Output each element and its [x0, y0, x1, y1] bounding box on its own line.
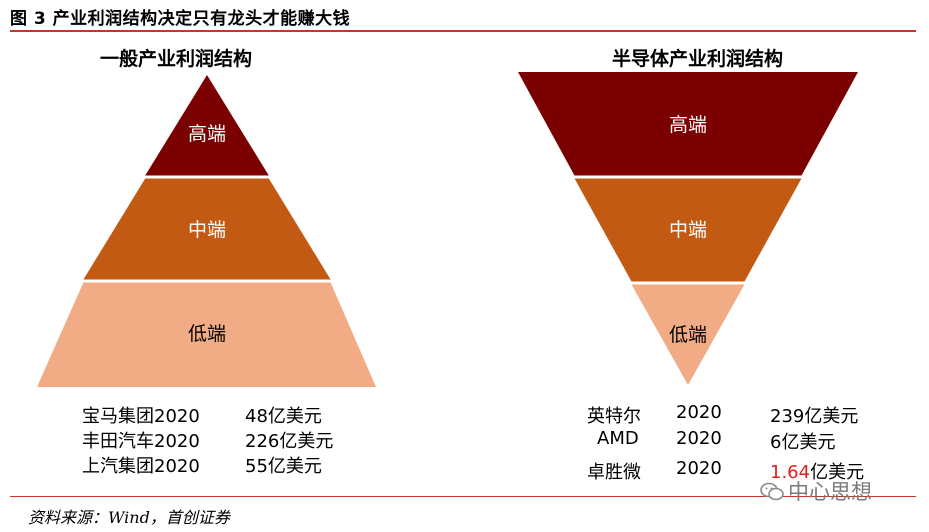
left-row-value: 48亿美元 — [245, 406, 322, 427]
left-pyramid-low-tier — [37, 282, 376, 387]
watermark: 中心思想 — [760, 476, 872, 506]
right-tier-label-high: 高端 — [669, 114, 707, 136]
left-tier-label-low: 低端 — [188, 323, 226, 345]
right-row-company: 英特尔 — [587, 406, 641, 427]
chat-bubble-icon — [760, 482, 784, 501]
right-row-value: 239亿美元 — [770, 406, 859, 427]
right-row-year: 2020 — [676, 458, 722, 479]
right-row-company: 卓胜微 — [587, 462, 641, 483]
right-tier-label-mid: 中端 — [669, 219, 707, 241]
highlighted-number: 1.64 — [770, 462, 811, 483]
left-row-company: 宝马集团2020 — [82, 406, 200, 427]
right-row-value-highlight: 1.64亿美元 — [770, 458, 864, 484]
source-divider — [10, 496, 916, 497]
right-row-company: AMD — [597, 428, 639, 449]
value-unit: 亿美元 — [810, 462, 865, 483]
left-panel-title: 一般产业利润结构 — [100, 48, 253, 70]
left-row-company: 上汽集团2020 — [82, 456, 200, 477]
left-pyramid-high-tier — [145, 75, 269, 176]
left-row-company: 丰田汽车2020 — [82, 431, 200, 452]
source-note: 资料来源：Wind，首创证券 — [28, 508, 230, 527]
title-divider — [10, 30, 916, 32]
left-row-value: 226亿美元 — [245, 431, 334, 452]
right-row-year: 2020 — [676, 428, 722, 449]
left-tier-label-mid: 中端 — [188, 219, 226, 241]
right-pyramid-high-tier — [518, 72, 858, 176]
watermark-text: 中心思想 — [788, 480, 872, 504]
left-pyramid-mid-tier — [83, 178, 331, 280]
left-tier-label-high: 高端 — [188, 123, 226, 145]
right-pyramid-mid-tier — [574, 178, 802, 282]
right-pyramid-low-tier — [631, 284, 745, 385]
right-row-year: 2020 — [676, 402, 722, 423]
right-row-value: 6亿美元 — [770, 432, 836, 453]
figure-title: 图 3 产业利润结构决定只有龙头才能赚大钱 — [10, 9, 351, 29]
highlighted-value: 1.64亿美元 — [770, 462, 864, 483]
right-panel-title: 半导体产业利润结构 — [612, 48, 784, 70]
left-row-value: 55亿美元 — [245, 456, 322, 477]
right-tier-label-low: 低端 — [669, 324, 707, 346]
